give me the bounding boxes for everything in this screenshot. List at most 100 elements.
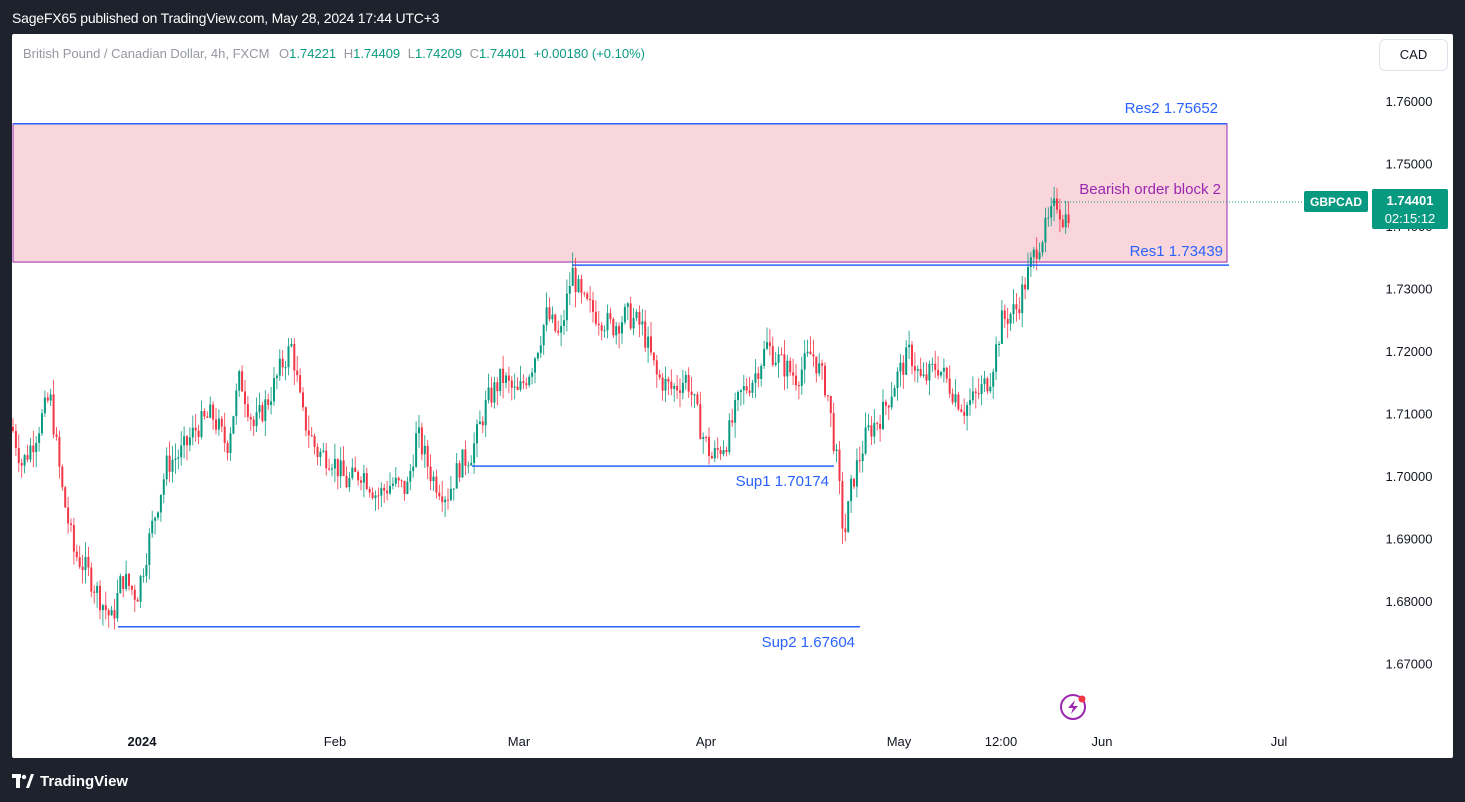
- candle-body: [188, 437, 191, 446]
- candle-body: [679, 390, 681, 393]
- candle-body: [487, 387, 490, 400]
- x-tick-label: Apr: [696, 734, 717, 749]
- candle-body: [415, 433, 418, 467]
- candle-body: [418, 427, 420, 434]
- candle-body: [911, 344, 913, 367]
- candle-body: [792, 372, 795, 376]
- symbol-name: GBPCAD: [1310, 195, 1362, 209]
- candle-body: [647, 336, 650, 348]
- candle-body: [745, 386, 748, 391]
- candle-body: [104, 605, 107, 611]
- last-price-value: 1.74401: [1387, 193, 1434, 208]
- candle-body: [99, 585, 101, 611]
- candle-body: [447, 499, 449, 501]
- candle-body: [96, 585, 99, 593]
- candle-body: [49, 394, 52, 401]
- candle-body: [780, 354, 783, 356]
- candle-body: [650, 336, 652, 353]
- candle-body: [444, 499, 447, 503]
- candle-body: [635, 311, 638, 319]
- candle-body: [713, 448, 716, 459]
- candle-body: [621, 322, 623, 334]
- candle-body: [61, 466, 64, 488]
- candle-body: [438, 492, 441, 497]
- candle-body: [879, 423, 882, 430]
- candle-body: [162, 479, 165, 495]
- candle-body: [902, 362, 905, 375]
- y-tick-label: 1.69000: [1386, 532, 1433, 547]
- candle-body: [107, 610, 110, 616]
- candle-body: [766, 342, 768, 349]
- candle-body: [913, 366, 916, 371]
- candle-body: [136, 599, 139, 602]
- candle-body: [235, 390, 238, 417]
- candle-body: [528, 376, 531, 386]
- price-axis[interactable]: 1.760001.750001.740001.730001.720001.710…: [1386, 94, 1433, 672]
- candle-body: [899, 362, 902, 372]
- bearish-order-block[interactable]: [12, 123, 1228, 263]
- candle-body: [934, 363, 937, 371]
- candle-body: [412, 466, 415, 472]
- candle-body: [354, 467, 357, 472]
- candle-body: [473, 443, 476, 464]
- candle-body: [212, 404, 215, 420]
- price-chart[interactable]: Res2 1.75652 Res1 1.73439 Sup1 1.70174 S…: [12, 34, 1453, 758]
- candle-body: [690, 391, 693, 396]
- candle-body: [133, 589, 136, 600]
- candle-body: [702, 436, 705, 439]
- sup2-label: Sup2 1.67604: [762, 634, 855, 651]
- candle-body: [658, 374, 661, 378]
- candle-body: [876, 422, 879, 424]
- candle-body: [795, 375, 797, 386]
- candle-body: [870, 425, 873, 437]
- candle-body: [989, 386, 992, 392]
- candle-body: [786, 360, 789, 377]
- candle-body: [966, 404, 969, 416]
- candle-body: [365, 473, 368, 490]
- candle-body: [995, 344, 998, 372]
- candle-body: [84, 556, 87, 571]
- candle-body: [592, 300, 594, 312]
- candle-body: [113, 610, 116, 619]
- candle-body: [806, 351, 809, 354]
- candle-body: [531, 372, 534, 377]
- candle-body: [493, 382, 496, 403]
- time-axis[interactable]: 2024 Feb Mar Apr May 12:00 Jun Jul: [128, 734, 1288, 749]
- x-tick-label: Jun: [1092, 734, 1113, 749]
- candle-body: [664, 378, 667, 391]
- candle-body: [128, 573, 130, 586]
- candle-body: [281, 358, 284, 368]
- y-tick-label: 1.67000: [1386, 657, 1433, 672]
- candle-body: [499, 368, 502, 392]
- candle-body: [812, 354, 815, 357]
- candle-body: [1006, 318, 1009, 324]
- candle-body: [600, 325, 603, 331]
- candle-body: [574, 267, 577, 293]
- candle-body: [142, 575, 145, 577]
- candle-body: [908, 344, 911, 348]
- bar-countdown: 02:15:12: [1385, 211, 1436, 226]
- candle-body: [249, 416, 252, 420]
- candle-body: [200, 410, 203, 437]
- tradingview-logo[interactable]: TradingView: [12, 772, 128, 790]
- currency-button[interactable]: CAD: [1379, 39, 1448, 71]
- candle-body: [803, 353, 806, 370]
- candle-body: [215, 419, 217, 430]
- candle-body: [722, 449, 725, 455]
- candle-body: [1032, 249, 1035, 258]
- candle-body: [284, 367, 287, 369]
- candle-body: [618, 326, 621, 334]
- lightning-icon[interactable]: [1060, 694, 1086, 720]
- candle-body: [333, 458, 336, 469]
- candle-body: [882, 401, 884, 430]
- candle-body: [710, 456, 713, 459]
- candle-body: [945, 367, 948, 379]
- y-tick-label: 1.71000: [1386, 407, 1433, 422]
- candle-body: [887, 405, 890, 408]
- candle-body: [777, 354, 780, 363]
- chart-area[interactable]: Res2 1.75652 Res1 1.73439 Sup1 1.70174 S…: [12, 34, 1453, 758]
- candle-body: [273, 378, 275, 402]
- candle-body: [432, 476, 435, 482]
- candle-body: [345, 475, 348, 488]
- candle-body: [1029, 257, 1032, 267]
